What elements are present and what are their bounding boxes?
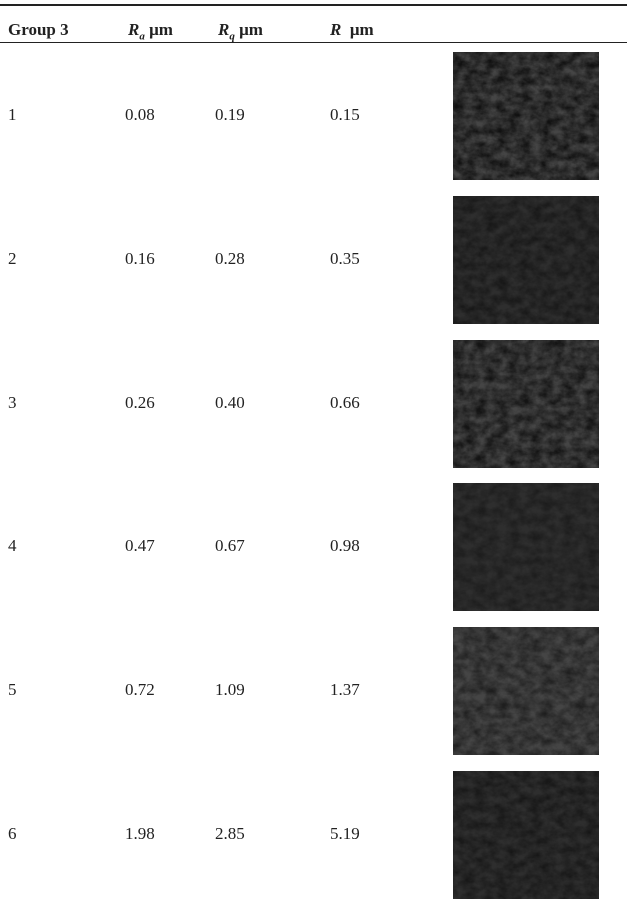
- symbol: R: [218, 20, 229, 39]
- table-cell: 5.19: [330, 824, 360, 844]
- table-cell: 0.66: [330, 393, 360, 413]
- page: {"table": { "header": [ {"text": "Group …: [0, 0, 627, 876]
- header-cell: Group 3: [8, 20, 69, 40]
- table-cell: 0.19: [215, 105, 245, 125]
- table-cell: 5: [8, 680, 17, 700]
- header-cell: Ra μm: [128, 20, 173, 46]
- table-cell: 0.67: [215, 536, 245, 556]
- table-cell: 0.16: [125, 249, 155, 269]
- header-cell: R μm: [330, 20, 374, 40]
- sem-image: [453, 196, 599, 324]
- symbol: R: [330, 20, 341, 39]
- table-cell: 0.08: [125, 105, 155, 125]
- table-cell: 2.85: [215, 824, 245, 844]
- subscript: q: [229, 30, 235, 42]
- sem-image: [453, 340, 599, 468]
- sem-image: [453, 627, 599, 755]
- table-cell: 4: [8, 536, 17, 556]
- table-cell: 0.15: [330, 105, 360, 125]
- table-cell: 1: [8, 105, 17, 125]
- sem-image: [453, 52, 599, 180]
- table-cell: 0.72: [125, 680, 155, 700]
- table-cell: 1.98: [125, 824, 155, 844]
- table-cell: 1.09: [215, 680, 245, 700]
- table-cell: 1.37: [330, 680, 360, 700]
- header-rule: [0, 42, 627, 43]
- table-cell: 0.26: [125, 393, 155, 413]
- unit: μm: [149, 20, 173, 39]
- table-cell: 0.98: [330, 536, 360, 556]
- subscript: a: [139, 30, 145, 42]
- sem-image: [453, 771, 599, 899]
- table-cell: 0.47: [125, 536, 155, 556]
- table-cell: 0.35: [330, 249, 360, 269]
- table-cell: 3: [8, 393, 17, 413]
- table-cell: 0.40: [215, 393, 245, 413]
- symbol: R: [128, 20, 139, 39]
- header-cell: Rq μm: [218, 20, 263, 46]
- sem-image: [453, 483, 599, 611]
- unit: μm: [350, 20, 374, 39]
- top-rule: [0, 4, 627, 6]
- table-cell: 2: [8, 249, 17, 269]
- table-cell: 6: [8, 824, 17, 844]
- unit: μm: [239, 20, 263, 39]
- table-cell: 0.28: [215, 249, 245, 269]
